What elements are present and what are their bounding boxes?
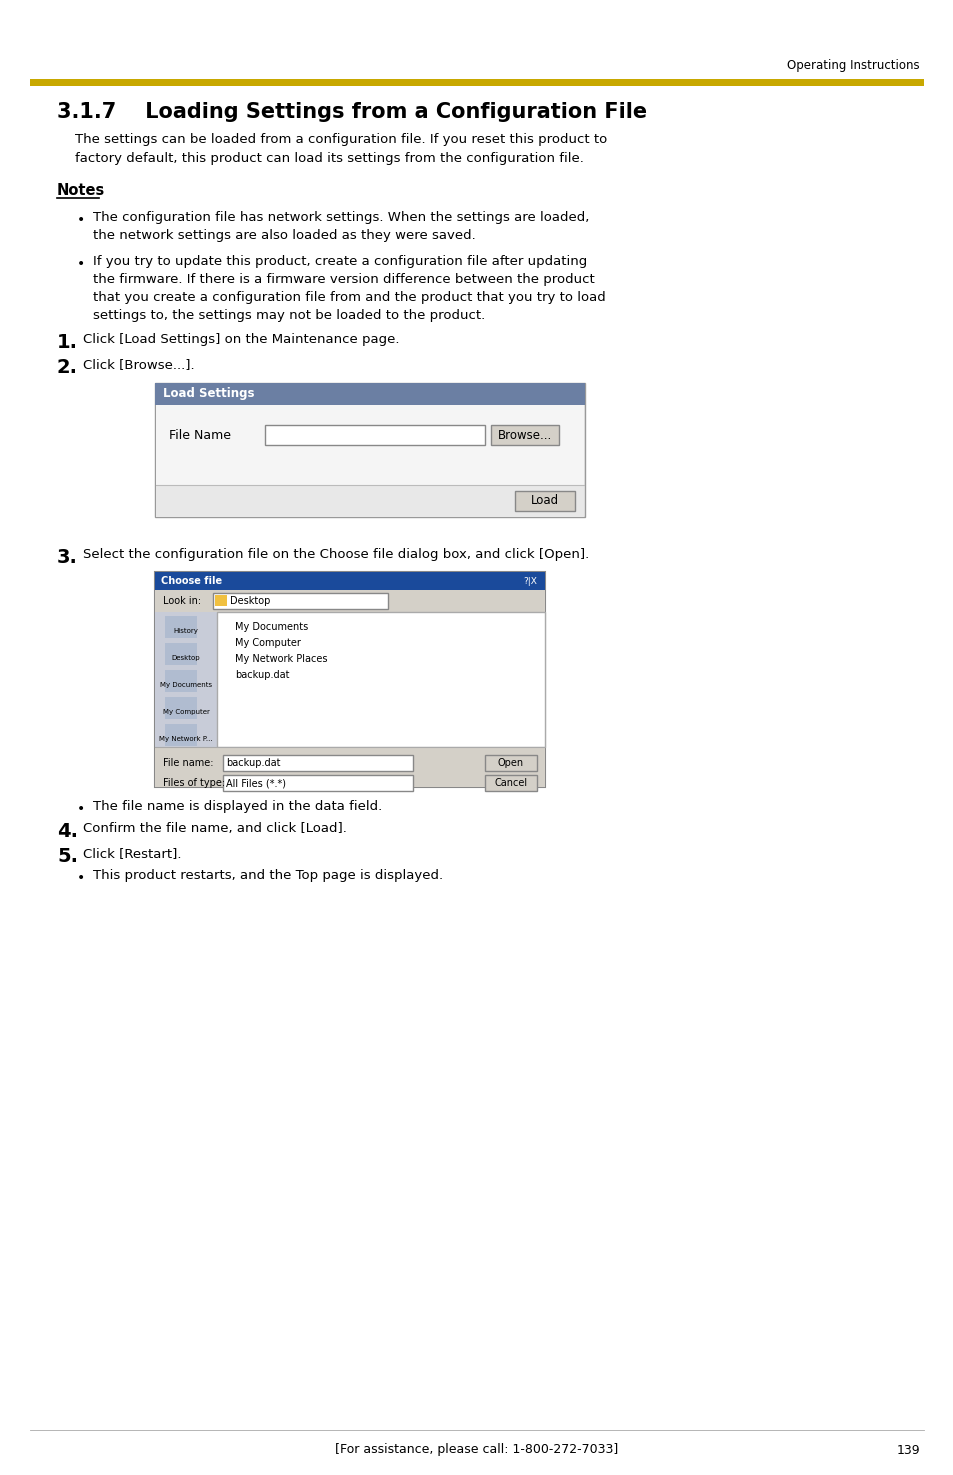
Text: Open: Open — [497, 758, 523, 768]
Bar — [165, 670, 196, 692]
Text: The configuration file has network settings. When the settings are loaded,: The configuration file has network setti… — [92, 211, 589, 224]
Text: My Computer: My Computer — [162, 709, 210, 715]
Text: 4.: 4. — [57, 822, 78, 841]
Bar — [484, 755, 537, 771]
Bar — [154, 384, 584, 406]
Text: Choose file: Choose file — [161, 577, 222, 586]
Text: Load Settings: Load Settings — [163, 388, 254, 401]
Text: Click [Load Settings] on the Maintenance page.: Click [Load Settings] on the Maintenance… — [83, 333, 399, 347]
Text: 139: 139 — [896, 1444, 919, 1456]
Text: Browse...: Browse... — [497, 429, 552, 442]
Bar — [214, 594, 227, 606]
Text: File name:: File name: — [163, 758, 213, 768]
Text: If you try to update this product, create a configuration file after updating: If you try to update this product, creat… — [92, 255, 587, 268]
Text: settings to, the settings may not be loaded to the product.: settings to, the settings may not be loa… — [92, 308, 485, 322]
Text: 1.: 1. — [57, 333, 78, 353]
Text: 3.: 3. — [57, 549, 78, 566]
Bar — [154, 384, 584, 518]
Text: Click [Restart].: Click [Restart]. — [83, 847, 181, 860]
Text: Load: Load — [531, 494, 558, 507]
Text: •: • — [77, 257, 85, 271]
Bar — [165, 643, 196, 665]
Text: Select the configuration file on the Choose file dialog box, and click [Open].: Select the configuration file on the Cho… — [83, 549, 589, 560]
Text: Click [Browse...].: Click [Browse...]. — [83, 358, 194, 372]
Text: My Network Places: My Network Places — [234, 653, 327, 664]
Text: My Computer: My Computer — [234, 639, 300, 648]
Bar — [223, 774, 413, 791]
Text: Files of type:: Files of type: — [163, 777, 225, 788]
Text: My Network P...: My Network P... — [159, 736, 213, 742]
Text: My Documents: My Documents — [234, 622, 308, 631]
Bar — [213, 593, 388, 609]
Bar — [154, 746, 544, 788]
Text: Desktop: Desktop — [172, 655, 200, 661]
Text: ?|X: ?|X — [522, 577, 537, 586]
Text: backup.dat: backup.dat — [226, 758, 280, 768]
Bar — [156, 485, 583, 518]
Bar — [156, 406, 583, 485]
Text: backup.dat: backup.dat — [234, 670, 289, 680]
Text: History: History — [173, 628, 198, 634]
Bar — [491, 425, 558, 445]
Text: This product restarts, and the Top page is displayed.: This product restarts, and the Top page … — [92, 869, 442, 882]
Bar — [154, 572, 544, 788]
Text: the firmware. If there is a firmware version difference between the product: the firmware. If there is a firmware ver… — [92, 273, 594, 286]
Text: •: • — [77, 212, 85, 227]
Text: The file name is displayed in the data field.: The file name is displayed in the data f… — [92, 799, 382, 813]
Bar — [265, 425, 484, 445]
Text: factory default, this product can load its settings from the configuration file.: factory default, this product can load i… — [75, 152, 583, 165]
Text: The settings can be loaded from a configuration file. If you reset this product : The settings can be loaded from a config… — [75, 133, 607, 146]
Bar — [165, 724, 196, 746]
Text: Operating Instructions: Operating Instructions — [786, 59, 919, 71]
Text: Confirm the file name, and click [Load].: Confirm the file name, and click [Load]. — [83, 822, 347, 835]
Text: •: • — [77, 802, 85, 816]
Bar — [223, 755, 413, 771]
Bar — [165, 698, 196, 718]
Text: Cancel: Cancel — [494, 777, 527, 788]
Text: Look in:: Look in: — [163, 596, 201, 606]
Bar — [154, 590, 544, 612]
Text: Notes: Notes — [57, 183, 105, 198]
Text: the network settings are also loaded as they were saved.: the network settings are also loaded as … — [92, 229, 476, 242]
Text: My Documents: My Documents — [160, 681, 212, 687]
Bar — [515, 491, 575, 510]
Bar — [484, 774, 537, 791]
Text: 5.: 5. — [57, 847, 78, 866]
Bar — [165, 617, 196, 639]
Text: 3.1.7    Loading Settings from a Configuration File: 3.1.7 Loading Settings from a Configurat… — [57, 102, 646, 122]
Bar — [216, 612, 544, 746]
Text: All Files (*.*): All Files (*.*) — [226, 777, 286, 788]
Text: •: • — [77, 872, 85, 885]
Bar — [154, 572, 544, 590]
Text: that you create a configuration file from and the product that you try to load: that you create a configuration file fro… — [92, 291, 605, 304]
Text: File Name: File Name — [169, 429, 231, 442]
Text: 2.: 2. — [57, 358, 78, 378]
Bar — [30, 80, 923, 86]
Bar — [154, 612, 216, 746]
Text: Desktop: Desktop — [230, 596, 270, 606]
Text: [For assistance, please call: 1-800-272-7033]: [For assistance, please call: 1-800-272-… — [335, 1444, 618, 1456]
